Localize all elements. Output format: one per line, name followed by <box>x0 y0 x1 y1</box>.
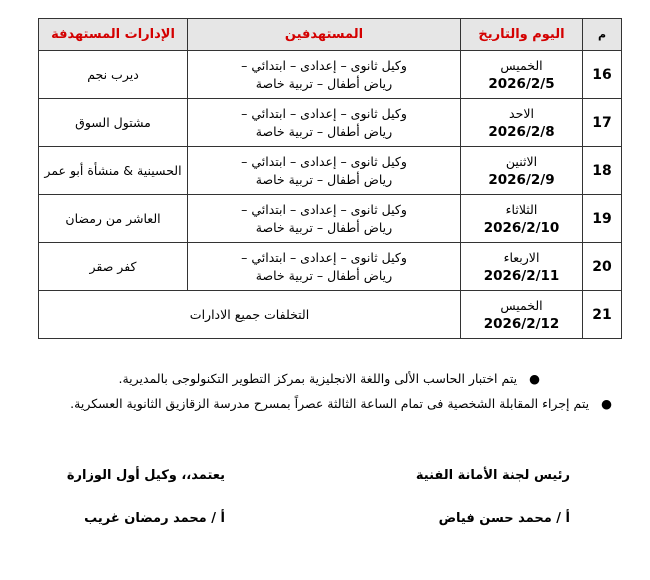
targets-cell: وكيل ثانوى – إعدادى – ابتدائي – رياض أطفا… <box>187 50 461 99</box>
date: 2026/2/11 <box>483 267 560 284</box>
day: الثلاثاء <box>505 201 538 217</box>
date: 2026/2/10 <box>483 219 560 236</box>
admin-cell: مشتول السوق <box>38 98 188 147</box>
table-row: 16 الخميس 2026/2/5 وكيل ثانوى – إعدادى – اب… <box>38 50 622 99</box>
date: 2026/2/5 <box>488 75 555 92</box>
row-number: 18 <box>582 146 622 195</box>
merged-cell: التخلفات جميع الادارات <box>38 290 461 339</box>
note-item: ●يتم اختبار الحاسب الألى واللغة الانجليز… <box>118 371 540 386</box>
notes-list: ●يتم اختبار الحاسب الألى واللغة الانجليز… <box>32 368 612 418</box>
admin-cell: كفر صقر <box>38 242 188 291</box>
day: الخميس <box>500 297 543 313</box>
table-row: 19 الثلاثاء 2026/2/10 وكيل ثانوى – إعدادى –… <box>38 194 622 243</box>
bullet-icon: ● <box>601 396 612 411</box>
table-row: 21 الخميس 2026/2/12 التخلفات جميع الادارات <box>38 290 622 339</box>
admin-cell: الحسينية & منشأة أبو عمر <box>38 146 188 195</box>
day: الاحد <box>509 105 534 121</box>
header-targets: المستهدفين <box>187 18 461 51</box>
table-row: 17 الاحد 2026/2/8 وكيل ثانوى – إعدادى – ابت… <box>38 98 622 147</box>
bullet-icon: ● <box>529 371 540 386</box>
targets-cell: وكيل ثانوى – إعدادى – ابتدائي – رياض أطفا… <box>187 194 461 243</box>
table-row: 20 الاربعاء 2026/2/11 وكيل ثانوى – إعدادى –… <box>38 242 622 291</box>
committee-head-name: أ / محمد حسن فياض <box>438 511 570 526</box>
table-row: 18 الاثنين 2026/2/9 وكيل ثانوى – إعدادى – ا… <box>38 146 622 195</box>
row-number: 21 <box>582 290 622 339</box>
admin-cell: ديرب نجم <box>38 50 188 99</box>
header-admins: الإدارات المستهدفة <box>38 18 188 51</box>
approver-title: يعتمد،، وكيل أول الوزارة <box>66 468 225 483</box>
schedule-table: م اليوم والتاريخ المستهدفين الإدارات الم… <box>38 18 622 339</box>
targets-cell: وكيل ثانوى – إعدادى – ابتدائي – رياض أطفا… <box>187 146 461 195</box>
day-date-cell: الاثنين 2026/2/9 <box>460 146 583 195</box>
day: الاثنين <box>505 153 538 169</box>
targets-cell: وكيل ثانوى – إعدادى – ابتدائي – رياض أطفا… <box>187 242 461 291</box>
day: الخميس <box>500 57 543 73</box>
header-date: اليوم والتاريخ <box>460 18 583 51</box>
day: الاربعاء <box>503 249 540 265</box>
date: 2026/2/9 <box>488 171 555 188</box>
admin-cell: العاشر من رمضان <box>38 194 188 243</box>
day-date-cell: الخميس 2026/2/12 <box>460 290 583 339</box>
header-num: م <box>582 18 622 51</box>
targets-cell: وكيل ثانوى – إعدادى – ابتدائي – رياض أطفا… <box>187 98 461 147</box>
day-date-cell: الاربعاء 2026/2/11 <box>460 242 583 291</box>
approver-name: أ / محمد رمضان غريب <box>84 511 225 526</box>
row-number: 16 <box>582 50 622 99</box>
date: 2026/2/8 <box>488 123 555 140</box>
row-number: 17 <box>582 98 622 147</box>
day-date-cell: الخميس 2026/2/5 <box>460 50 583 99</box>
day-date-cell: الثلاثاء 2026/2/10 <box>460 194 583 243</box>
committee-head-title: رئيس لجنة الأمانة الفنية <box>415 468 570 483</box>
note-item: ●يتم إجراء المقابلة الشخصية فى تمام السا… <box>70 396 612 411</box>
row-number: 19 <box>582 194 622 243</box>
row-number: 20 <box>582 242 622 291</box>
table-header: م اليوم والتاريخ المستهدفين الإدارات الم… <box>38 18 622 51</box>
date: 2026/2/12 <box>483 315 560 332</box>
day-date-cell: الاحد 2026/2/8 <box>460 98 583 147</box>
